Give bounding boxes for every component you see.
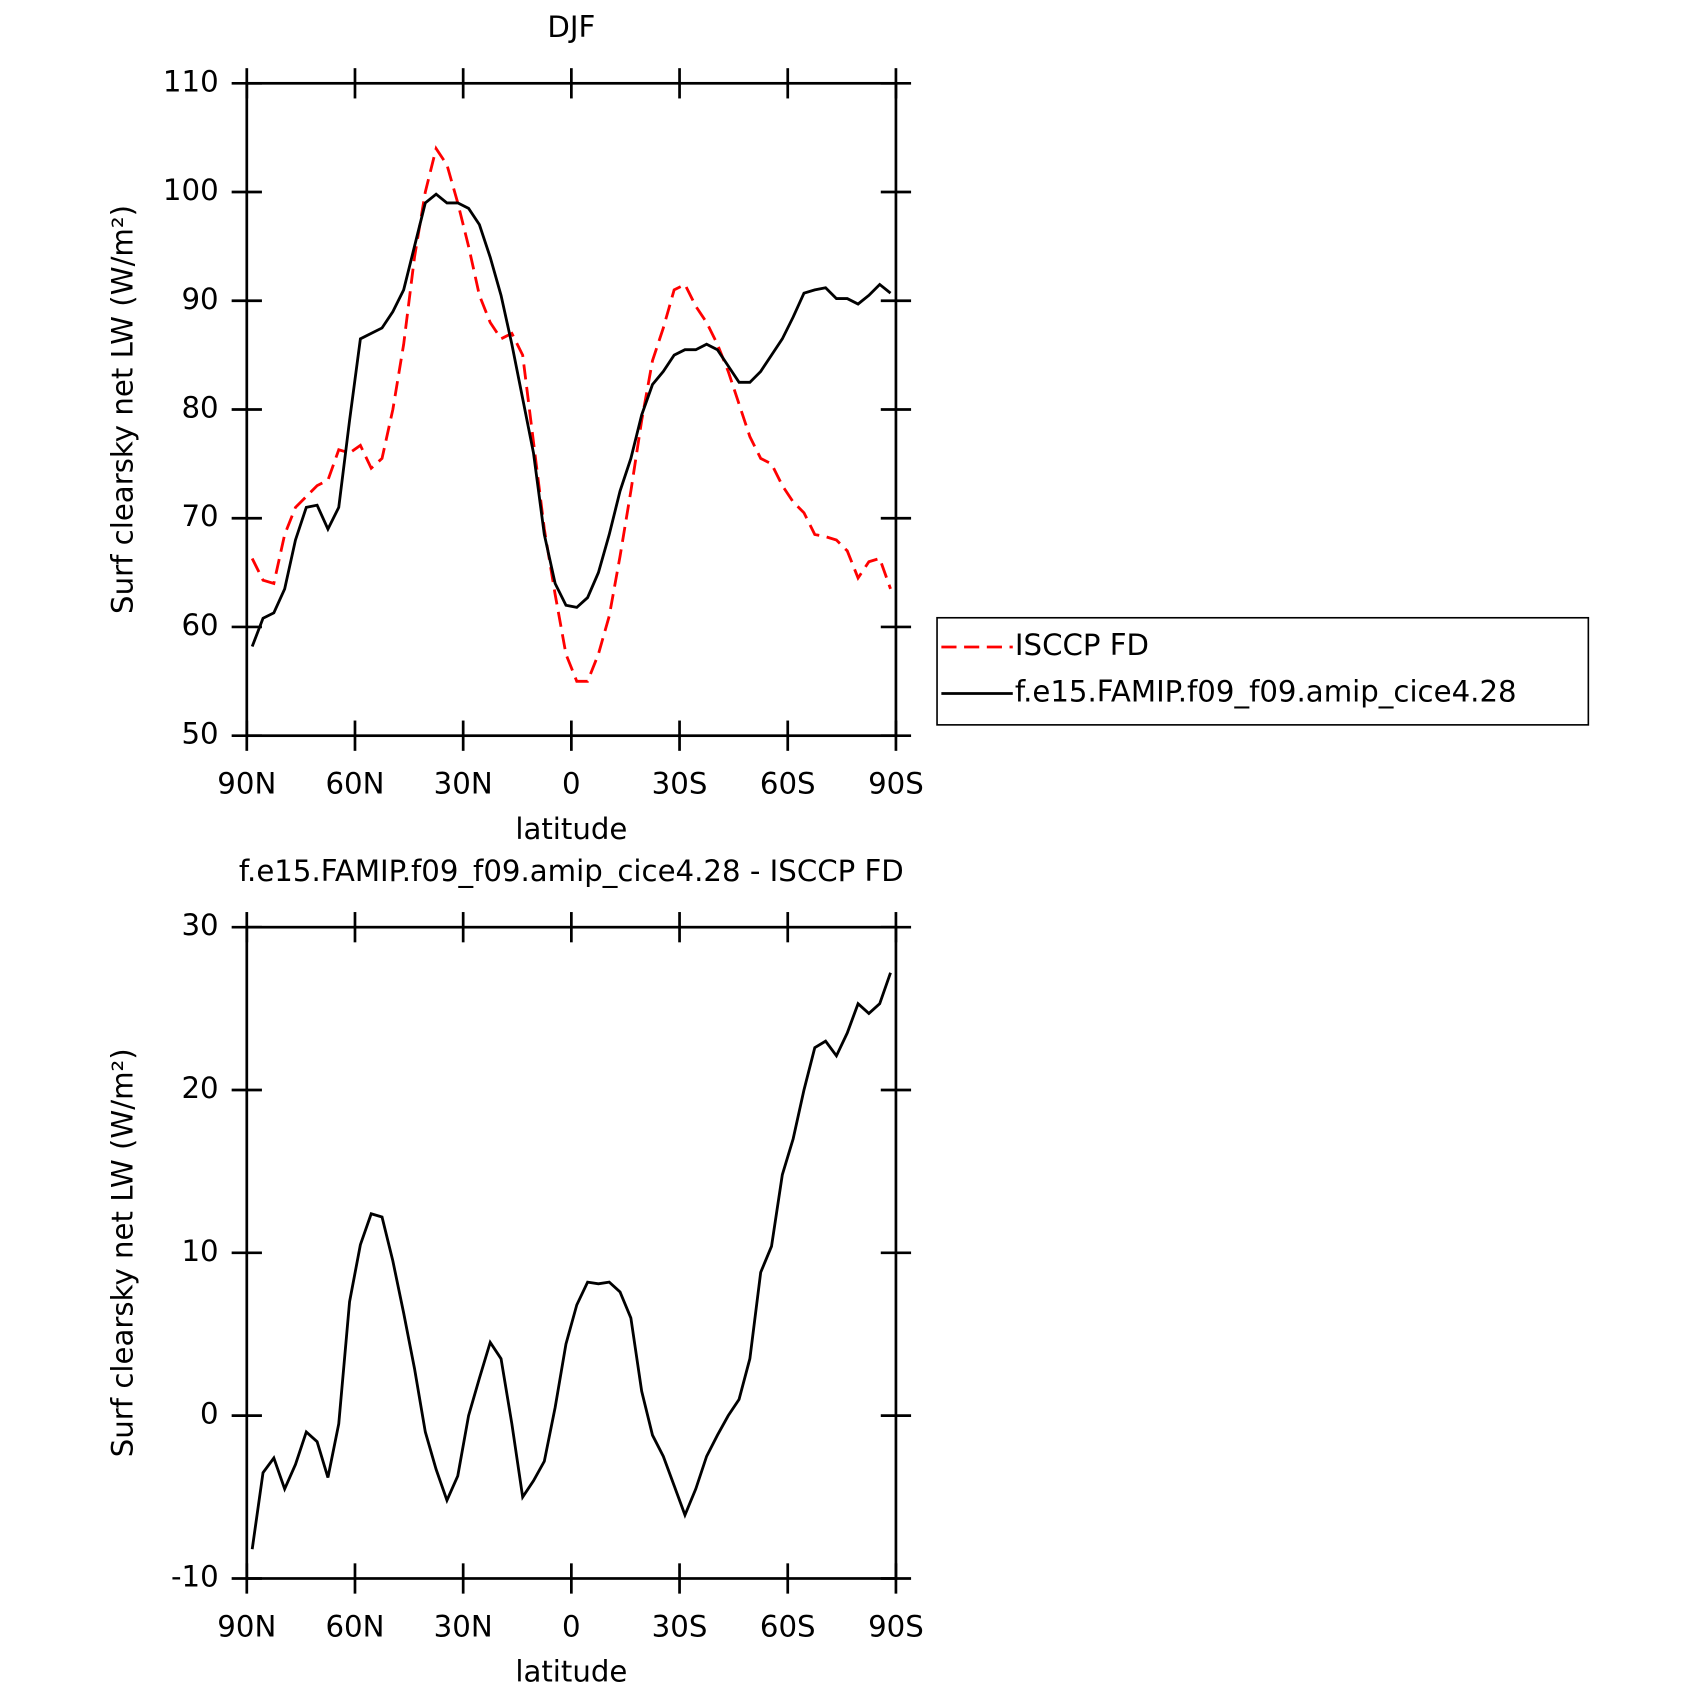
x-tick-label: 90S — [868, 766, 924, 800]
x-tick-label: 0 — [562, 1609, 581, 1643]
y-axis-label: Surf clearsky net LW (W/m²) — [106, 205, 140, 614]
x-axis-label: latitude — [515, 1655, 627, 1689]
y-tick-label: 60 — [181, 608, 218, 642]
y-tick-label: 30 — [181, 908, 218, 942]
legend-box — [936, 616, 1590, 726]
y-tick-label: 90 — [181, 282, 218, 316]
y-tick-label: 0 — [200, 1397, 219, 1431]
y-tick-label: 10 — [181, 1234, 218, 1268]
y-tick-label: -10 — [171, 1559, 219, 1593]
y-tick-label: 50 — [181, 717, 218, 751]
chart-title: f.e15.FAMIP.f09_f09.amip_cice4.28 - ISCC… — [239, 854, 904, 888]
y-tick-label: 110 — [163, 64, 219, 98]
y-axis-label: Surf clearsky net LW (W/m²) — [106, 1048, 140, 1457]
x-tick-label: 60S — [760, 766, 816, 800]
x-axis-label: latitude — [515, 812, 627, 846]
data-line — [250, 192, 892, 648]
x-tick-label: 60N — [325, 766, 384, 800]
plot-frame — [245, 925, 898, 1580]
x-tick-label: 30S — [652, 1609, 708, 1643]
x-tick-label: 60N — [325, 1609, 384, 1643]
legend-label: f.e15.FAMIP.f09_f09.amip_cice4.28 — [1015, 674, 1517, 708]
x-tick-label: 30N — [434, 1609, 493, 1643]
x-tick-label: 30S — [652, 766, 708, 800]
y-tick-label: 100 — [163, 173, 219, 207]
y-tick-label: 20 — [181, 1071, 218, 1105]
data-line — [250, 972, 892, 1550]
x-tick-label: 90S — [868, 1609, 924, 1643]
x-tick-label: 90N — [217, 766, 276, 800]
legend-label: ISCCP FD — [1015, 628, 1149, 662]
x-tick-label: 90N — [217, 1609, 276, 1643]
x-tick-label: 60S — [760, 1609, 816, 1643]
y-tick-label: 70 — [181, 499, 218, 533]
plot-frame — [245, 81, 898, 738]
x-tick-label: 0 — [562, 766, 581, 800]
data-line — [250, 145, 892, 683]
x-tick-label: 30N — [434, 766, 493, 800]
y-tick-label: 80 — [181, 390, 218, 424]
chart-title: DJF — [547, 10, 595, 44]
